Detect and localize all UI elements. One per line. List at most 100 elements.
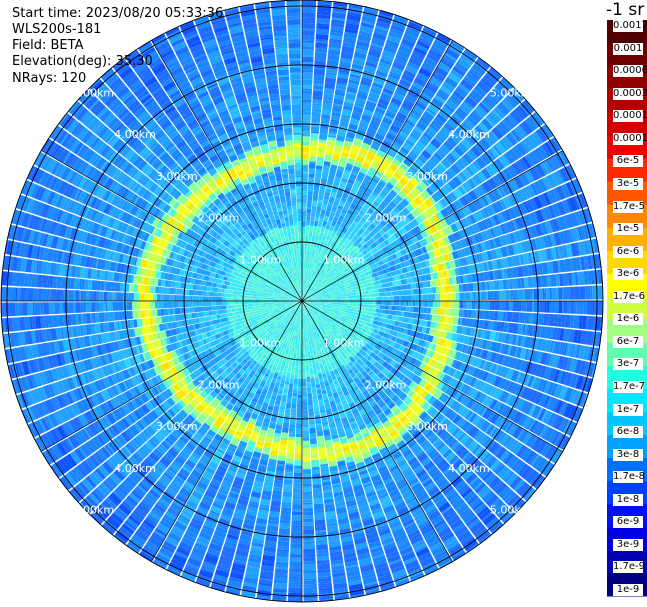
data-gate xyxy=(334,91,346,97)
data-gate xyxy=(373,280,380,286)
data-gate xyxy=(341,173,350,181)
data-gate xyxy=(528,167,540,181)
data-gate xyxy=(358,306,361,310)
data-gate xyxy=(314,284,317,287)
data-gate xyxy=(546,301,550,313)
data-gate xyxy=(578,257,582,271)
data-gate xyxy=(592,285,598,300)
data-gate xyxy=(324,255,328,258)
data-gate xyxy=(372,115,382,121)
data-gate xyxy=(336,275,339,278)
data-gate xyxy=(302,58,314,63)
data-gate xyxy=(570,343,575,357)
data-gate xyxy=(517,289,524,300)
data-gate xyxy=(310,303,313,305)
data-gate xyxy=(399,248,407,256)
data-gate xyxy=(317,303,320,305)
data-gate xyxy=(336,236,343,243)
data-gate xyxy=(499,321,505,332)
data-gate xyxy=(407,194,414,201)
data-gate xyxy=(555,153,565,167)
data-gate xyxy=(511,266,519,278)
data-gate xyxy=(557,314,562,327)
data-gate xyxy=(433,71,446,79)
data-gate xyxy=(483,207,490,218)
data-gate xyxy=(314,240,318,243)
data-gate xyxy=(474,125,486,137)
data-gate xyxy=(322,169,329,173)
data-gate xyxy=(401,187,410,196)
data-gate xyxy=(592,301,595,315)
data-gate xyxy=(420,333,424,340)
data-gate xyxy=(521,139,532,153)
data-gate xyxy=(302,102,312,105)
data-gate xyxy=(423,334,427,341)
data-gate xyxy=(328,47,341,51)
data-gate xyxy=(411,162,421,172)
data-gate xyxy=(366,54,380,64)
data-gate xyxy=(303,263,306,270)
data-gate xyxy=(320,117,330,125)
data-gate xyxy=(309,433,317,439)
data-gate xyxy=(320,248,325,254)
data-gate xyxy=(515,289,518,300)
data-gate xyxy=(321,303,325,305)
data-gate xyxy=(360,294,366,298)
data-gate xyxy=(421,287,428,295)
data-gate xyxy=(329,294,336,297)
data-gate xyxy=(551,233,557,246)
data-gate xyxy=(303,322,305,324)
data-gate xyxy=(466,274,473,283)
data-gate xyxy=(323,217,329,222)
data-gate xyxy=(400,146,410,155)
data-gate xyxy=(335,287,339,290)
data-gate xyxy=(444,207,451,216)
data-gate xyxy=(432,72,445,82)
data-gate xyxy=(486,115,496,126)
data-gate xyxy=(381,296,384,301)
data-gate xyxy=(350,278,355,282)
data-gate xyxy=(459,301,464,309)
data-gate xyxy=(440,126,452,138)
data-gate xyxy=(565,343,570,356)
data-gate xyxy=(406,167,417,177)
data-gate xyxy=(398,244,403,250)
data-gate xyxy=(302,69,313,73)
data-gate xyxy=(379,292,386,297)
data-gate xyxy=(307,268,311,274)
data-gate xyxy=(563,287,570,300)
data-gate xyxy=(356,294,361,298)
data-gate xyxy=(371,160,381,169)
data-gate xyxy=(586,239,594,255)
data-gate xyxy=(313,294,315,296)
data-gate xyxy=(582,345,591,361)
data-gate xyxy=(398,107,410,117)
data-gate xyxy=(587,255,593,270)
data-gate xyxy=(373,155,383,165)
data-gate xyxy=(360,264,367,271)
data-gate xyxy=(559,328,565,341)
data-gate xyxy=(461,317,466,326)
data-gate xyxy=(317,11,331,16)
data-gate xyxy=(364,234,372,242)
data-gate xyxy=(501,137,512,149)
data-gate xyxy=(500,343,505,354)
data-gate xyxy=(326,288,330,292)
data-gate xyxy=(523,277,529,289)
data-gate xyxy=(369,223,376,230)
data-gate xyxy=(331,256,337,263)
data-gate xyxy=(303,279,306,284)
data-gate xyxy=(462,283,469,292)
data-gate xyxy=(396,229,405,237)
data-gate xyxy=(403,186,411,193)
data-gate xyxy=(413,196,423,206)
data-gate xyxy=(302,231,306,234)
data-gate xyxy=(562,357,569,371)
data-gate xyxy=(340,52,353,60)
data-gate xyxy=(363,190,371,199)
data-gate xyxy=(339,61,352,66)
data-gate xyxy=(366,286,372,291)
data-gate xyxy=(354,233,360,239)
data-gate xyxy=(489,91,500,103)
data-gate xyxy=(380,211,387,218)
